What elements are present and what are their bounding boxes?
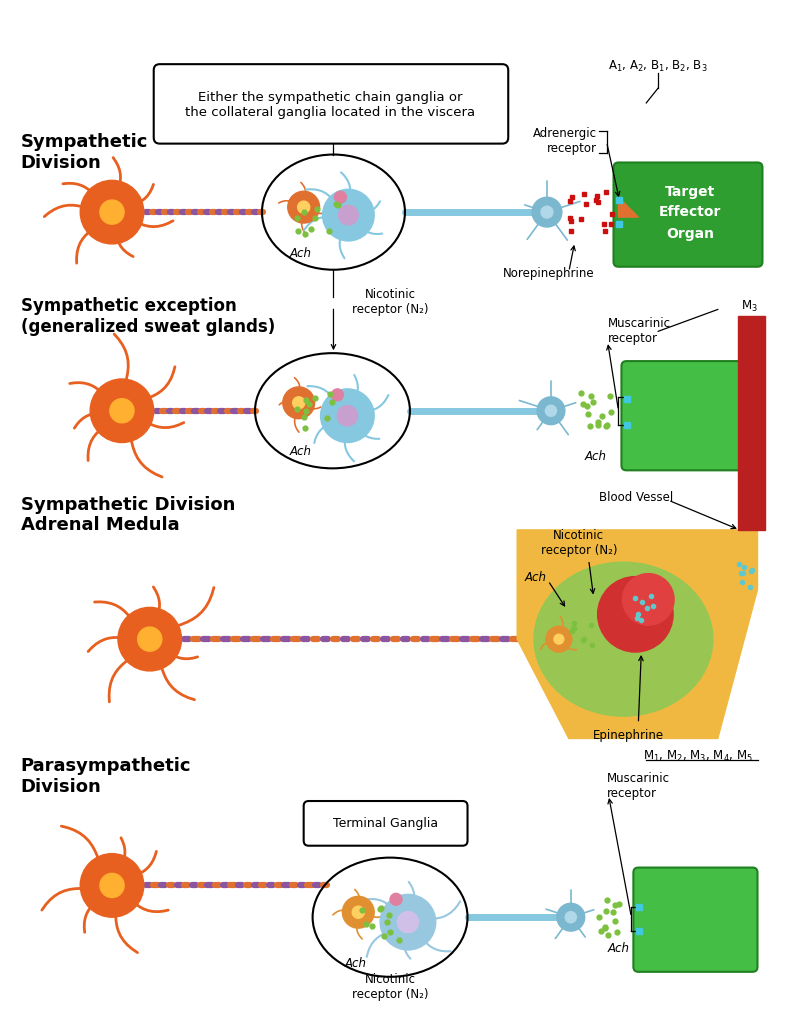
Polygon shape (618, 198, 638, 217)
Circle shape (546, 405, 557, 416)
Text: Muscarinic
receptor: Muscarinic receptor (607, 318, 670, 346)
Text: M$_3$: M$_3$ (741, 299, 758, 314)
Text: Ach: Ach (344, 957, 366, 970)
Text: Ach: Ach (290, 246, 312, 260)
Circle shape (352, 907, 364, 918)
Circle shape (566, 912, 576, 923)
Circle shape (598, 576, 673, 652)
Circle shape (80, 854, 144, 917)
FancyBboxPatch shape (634, 867, 758, 972)
Text: Sympathetic
Division: Sympathetic Division (21, 134, 148, 172)
Circle shape (390, 893, 402, 906)
FancyBboxPatch shape (614, 162, 762, 267)
Circle shape (337, 406, 358, 425)
Circle shape (288, 191, 319, 224)
Circle shape (80, 180, 144, 244)
Text: Target: Target (665, 185, 715, 200)
Circle shape (554, 634, 564, 644)
Circle shape (100, 874, 124, 897)
Text: Ach: Ach (607, 942, 630, 955)
Text: Ach: Ach (585, 450, 606, 464)
Text: Parasympathetic
Division: Parasympathetic Division (21, 757, 191, 796)
Text: M$_1$, M$_2$, M$_3$, M$_4$, M$_5$: M$_1$, M$_2$, M$_3$, M$_4$, M$_5$ (643, 748, 753, 764)
Circle shape (557, 904, 585, 932)
Circle shape (334, 191, 346, 203)
Text: Adrenergic
receptor: Adrenergic receptor (533, 126, 597, 154)
Text: Blood Vessel: Blood Vessel (598, 491, 673, 504)
Text: Norepinephrine: Norepinephrine (503, 267, 594, 279)
Circle shape (138, 627, 162, 651)
Circle shape (541, 206, 553, 218)
Text: Organ: Organ (666, 227, 714, 241)
Circle shape (321, 389, 374, 443)
Text: A$_1$, A$_2$, B$_1$, B$_2$, B$_3$: A$_1$, A$_2$, B$_1$, B$_2$, B$_3$ (608, 59, 708, 73)
Text: Epinephrine: Epinephrine (593, 729, 664, 741)
Circle shape (380, 894, 436, 950)
Bar (738, 317, 766, 530)
Circle shape (537, 396, 565, 424)
Text: Sympathetic Division
Adrenal Medula: Sympathetic Division Adrenal Medula (21, 496, 235, 534)
Polygon shape (517, 530, 758, 738)
Ellipse shape (534, 562, 713, 716)
Text: Effector: Effector (658, 205, 721, 219)
Circle shape (293, 396, 305, 409)
Circle shape (546, 626, 572, 652)
FancyBboxPatch shape (154, 64, 508, 144)
Text: Muscarinic
receptor: Muscarinic receptor (606, 772, 670, 800)
Circle shape (622, 573, 674, 625)
FancyBboxPatch shape (622, 361, 750, 470)
Text: Ach: Ach (290, 445, 312, 459)
Text: Terminal Ganglia: Terminal Ganglia (333, 818, 438, 830)
Text: Either the sympathetic chain ganglia or
the collateral ganglia located in the vi: Either the sympathetic chain ganglia or … (186, 91, 475, 119)
Circle shape (331, 389, 343, 401)
Circle shape (90, 379, 154, 443)
Circle shape (283, 387, 314, 419)
Text: Ach: Ach (525, 571, 547, 584)
Text: Nicotinic
receptor (N₂): Nicotinic receptor (N₂) (352, 288, 428, 316)
Circle shape (298, 201, 310, 213)
Circle shape (100, 200, 124, 225)
Text: Nicotinic
receptor (N₂): Nicotinic receptor (N₂) (541, 529, 617, 557)
Text: Sympathetic exception
(generalized sweat glands): Sympathetic exception (generalized sweat… (21, 297, 275, 335)
Circle shape (338, 205, 358, 225)
Circle shape (110, 398, 134, 423)
Circle shape (342, 896, 374, 928)
FancyBboxPatch shape (304, 801, 467, 846)
Circle shape (532, 198, 562, 227)
Circle shape (118, 608, 182, 671)
Text: Nicotinic
receptor (N₂): Nicotinic receptor (N₂) (352, 973, 428, 1001)
Circle shape (398, 912, 418, 933)
Circle shape (322, 189, 374, 241)
